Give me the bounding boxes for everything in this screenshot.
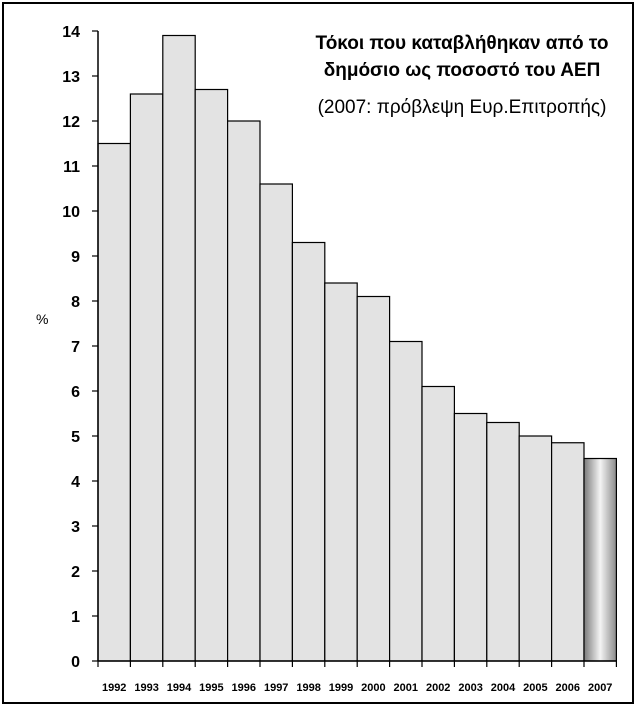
x-tick-label-1999: 1999 (329, 682, 353, 694)
x-tick-label-1998: 1998 (296, 682, 320, 694)
chart-subtitle: (2007: πρόβλεψη Ευρ.Επιτροπής) (317, 97, 607, 118)
x-tick-label-1993: 1993 (134, 682, 158, 694)
x-tick-label-2002: 2002 (426, 682, 450, 694)
bar-2004 (486, 421, 520, 662)
chart-title-line1: Τόκοι που καταβλήθηκαν από το (315, 33, 609, 54)
bar-1999 (324, 282, 358, 662)
y-tick-label-9: 9 (71, 249, 80, 266)
y-tick-label-14: 14 (62, 24, 80, 41)
bar-1995 (194, 88, 229, 662)
chart-title-line2: δημόσιο ως ποσοστό του ΑΕΠ (323, 60, 601, 81)
x-tick-label-1997: 1997 (264, 682, 288, 694)
y-tick-label-10: 10 (62, 204, 80, 221)
bar-2007 (583, 457, 618, 662)
y-tick-label-1: 1 (71, 609, 80, 626)
bars-group (97, 34, 618, 662)
axes-group (92, 30, 618, 667)
chart-title: Τόκοι που καταβλήθηκαν από το δημόσιο ως… (292, 30, 632, 84)
bar-1993 (129, 93, 164, 662)
y-tick-label-13: 13 (62, 69, 80, 86)
bar-1992 (97, 142, 132, 662)
x-tick-label-2001: 2001 (394, 682, 418, 694)
x-tick-label-1995: 1995 (199, 682, 223, 694)
x-tick-label-2006: 2006 (556, 682, 580, 694)
y-tick-label-7: 7 (71, 339, 80, 356)
bar-2005 (518, 435, 553, 662)
y-axis-label: % (36, 311, 49, 327)
x-tick-label-2007: 2007 (588, 682, 612, 694)
y-tick-label-3: 3 (71, 519, 80, 536)
y-tick-label-0: 0 (71, 654, 80, 671)
x-tick-label-1996: 1996 (232, 682, 256, 694)
y-tick-label-11: 11 (63, 159, 80, 176)
y-tick-label-4: 4 (71, 474, 80, 491)
bar-1996 (227, 120, 261, 662)
x-tick-label-1994: 1994 (167, 682, 192, 694)
x-tick-label-2005: 2005 (523, 682, 547, 694)
bar-1997 (259, 183, 294, 662)
x-tick-label-2003: 2003 (458, 682, 482, 694)
bar-2006 (550, 442, 585, 662)
bar-1998 (291, 241, 326, 662)
bar-2000 (356, 295, 391, 662)
bar-2002 (421, 385, 456, 662)
y-tick-label-8: 8 (71, 294, 80, 311)
x-tick-labels: 1992 1993 1994 1995 1996 1997 1998 1999 2000 2001… (102, 682, 612, 694)
x-tick-label-1992: 1992 (102, 682, 126, 694)
y-tick-label-5: 5 (71, 429, 80, 446)
x-tick-label-2000: 2000 (361, 682, 385, 694)
bar-1994 (162, 34, 196, 662)
bar-2003 (453, 412, 488, 662)
y-tick-label-12: 12 (62, 114, 80, 131)
y-tick-label-2: 2 (71, 564, 80, 581)
y-tick-label-6: 6 (71, 384, 80, 401)
x-tick-label-2004: 2004 (491, 682, 516, 694)
bar-2001 (389, 340, 423, 662)
